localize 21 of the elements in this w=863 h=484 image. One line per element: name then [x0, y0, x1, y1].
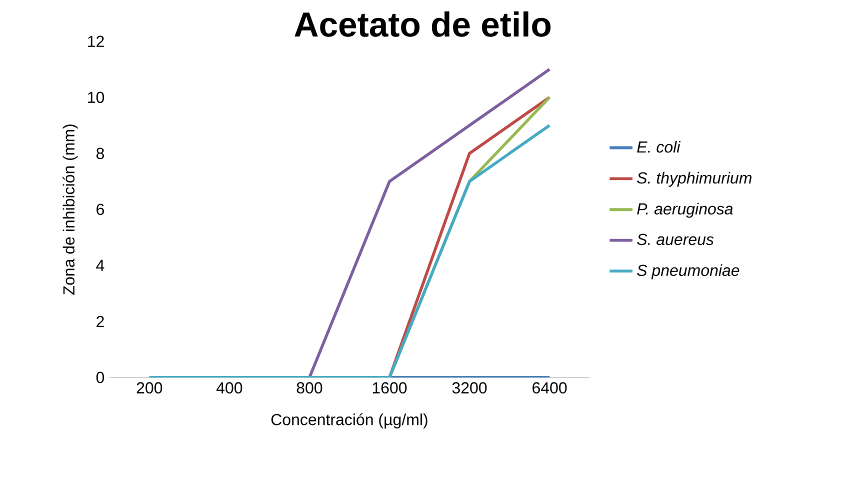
- y-tick-label: 2: [96, 316, 104, 327]
- legend-label: S. auereus: [637, 234, 714, 245]
- x-tick-label: 800: [296, 382, 322, 394]
- y-tick-label: 6: [96, 204, 104, 215]
- y-tick-label: 12: [88, 36, 104, 47]
- x-tick-label: 6400: [532, 382, 567, 394]
- y-tick-label: 4: [96, 260, 104, 271]
- x-tick-label: 200: [136, 382, 162, 394]
- x-tick-label: 1600: [372, 382, 407, 394]
- y-axis-title: Zona de inhibición (mm): [62, 124, 78, 295]
- chart-title: Acetato de etilo: [294, 11, 551, 37]
- legend-label: E. coli: [637, 140, 681, 153]
- x-tick-label: 3200: [452, 382, 487, 394]
- y-tick-label: 8: [96, 148, 104, 159]
- legend-label: S. thyphimurium: [637, 172, 752, 187]
- legend-label: S pneumoniae: [637, 264, 740, 280]
- y-tick-label: 10: [88, 92, 104, 103]
- y-tick-label: 0: [96, 372, 104, 384]
- x-axis-title: Concentración (µg/ml): [271, 413, 428, 428]
- legend-label: P. aeruginosa: [637, 202, 733, 218]
- x-tick-label: 400: [216, 382, 242, 394]
